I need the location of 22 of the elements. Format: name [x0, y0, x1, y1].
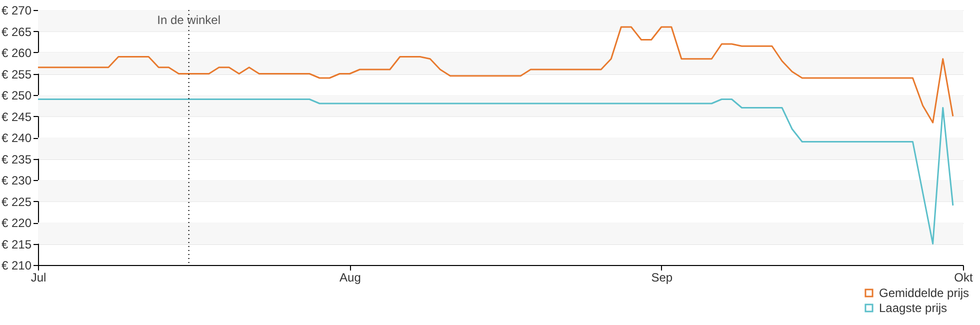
y-tick-label: € 255 — [1, 67, 32, 82]
x-tick-label: Aug — [340, 270, 361, 284]
y-tick-label: € 240 — [1, 131, 32, 145]
line-series — [37, 26, 954, 124]
ref-line-label: In de winkel — [157, 13, 221, 27]
y-tick-label: € 220 — [1, 216, 32, 230]
y-tick-label: € 245 — [1, 110, 32, 124]
x-tick-label: Jul — [30, 270, 46, 284]
legend-label: Gemiddelde prijs — [879, 286, 970, 300]
y-tick-label: € 270 — [1, 4, 32, 18]
y-tick-label: € 210 — [1, 258, 32, 272]
y-tick-label: € 225 — [1, 194, 32, 209]
legend-label: Laagste prijs — [879, 301, 948, 315]
y-tick-label: € 215 — [1, 237, 32, 252]
y-tick-label: € 250 — [1, 88, 32, 102]
y-tick-label: € 235 — [1, 152, 32, 166]
x-tick-label: Okt — [954, 270, 974, 284]
x-tick-label: Sep — [651, 270, 673, 284]
y-tick-label: € 230 — [1, 174, 32, 188]
y-tick-label: € 265 — [1, 24, 32, 39]
y-tick-label: € 260 — [1, 46, 32, 60]
line-series — [37, 98, 954, 244]
